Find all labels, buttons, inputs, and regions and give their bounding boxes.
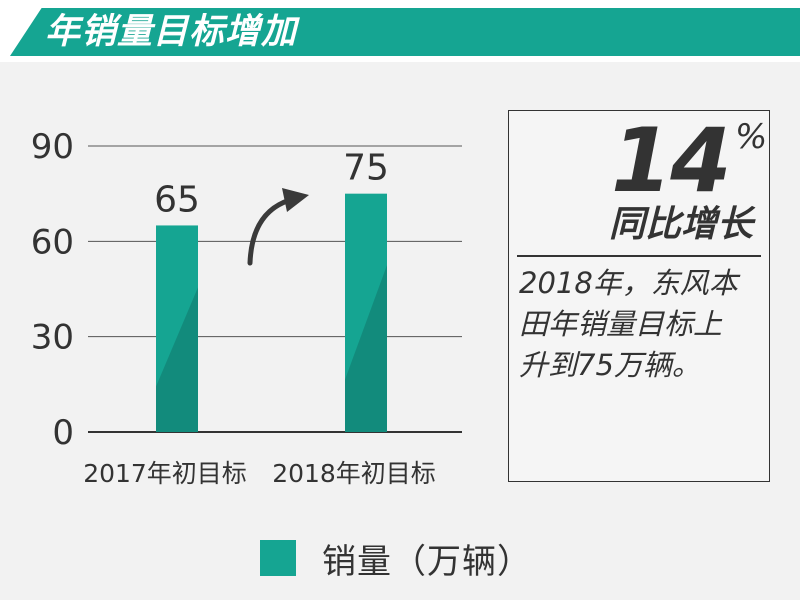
bar [156,225,198,432]
legend-label: 销量（万辆） [322,541,532,582]
bar-chart: 0 30 60 90 65 2017年初目标 75 2018年初目标 [31,127,462,488]
y-tick-label: 30 [31,318,74,358]
description-line: 2018年，东风本 [519,266,738,300]
increase-arrow-icon [247,188,309,266]
data-label: 75 [343,148,389,189]
info-box: 14 % 同比增长 2018年，东风本 田年销量目标上 升到75万辆。 [508,110,770,482]
growth-number: 14 [611,109,731,212]
growth-label: 同比增长 [609,204,754,245]
x-tick-label: 2017年初目标 [83,459,247,488]
percent-sign: % [735,117,768,157]
divider [517,255,761,257]
page-title: 年销量目标增加 [45,12,298,52]
title-banner [10,8,800,56]
description: 2018年，东风本 田年销量目标上 升到75万辆。 [519,263,769,386]
y-tick-label: 0 [52,413,74,453]
x-tick-label: 2018年初目标 [272,459,436,488]
bar [345,193,387,432]
y-tick-label: 60 [31,222,74,262]
bar-shade [345,265,387,432]
legend: 销量（万辆） [260,538,532,582]
y-tick-label: 90 [31,127,74,167]
bar-shade [156,287,198,432]
legend-swatch [260,540,296,576]
description-line: 升到75万辆。 [519,348,701,382]
description-line: 田年销量目标上 [519,307,723,341]
data-label: 65 [154,179,200,220]
